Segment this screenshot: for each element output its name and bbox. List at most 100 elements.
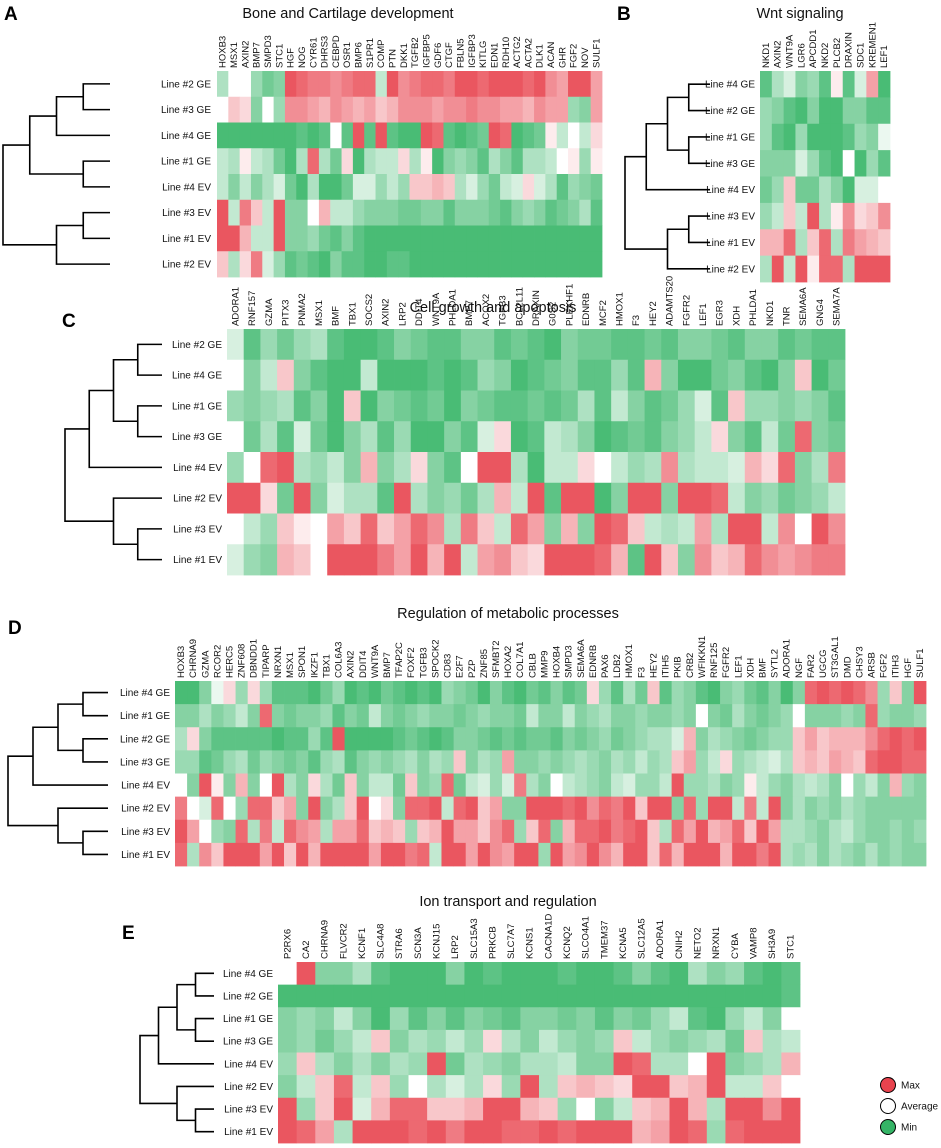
heatmap-cell [445,1120,465,1144]
heatmap-cell [410,359,428,391]
heatmap-cell [483,1029,503,1053]
heatmap-cell [175,819,188,844]
heatmap-cell [807,202,820,230]
heatmap-cell [360,329,378,361]
heatmap-cell [545,122,558,149]
heatmap-cell [792,842,806,867]
heatmap-cell [444,482,462,514]
heatmap-cell [488,122,501,149]
heatmap-cell [627,452,645,484]
heatmap-cell [454,251,467,278]
heatmap-cell [247,773,261,798]
heatmap-cell [744,421,762,453]
heatmap-cell [778,421,796,453]
heatmap-cell [780,750,794,774]
heatmap-cell [534,96,546,123]
heatmap-cell [464,1097,484,1121]
heatmap-cell [632,1029,652,1053]
heatmap-cell [187,773,200,798]
heatmap-cell [568,96,580,123]
gene-label: CRB2 [685,653,696,678]
heatmap-cell [647,796,660,821]
heatmap-cell [659,819,673,844]
heatmap-cell [344,796,358,821]
row-label: Line #1 EV [224,1127,273,1138]
heatmap-cell [429,704,442,728]
heatmap-cell [187,750,200,774]
heatmap-cell [556,148,569,175]
gene-label: SPOCK2 [430,639,441,678]
heatmap-cell [360,359,378,391]
heatmap-cell [744,750,757,774]
heatmap-cell [389,1052,409,1076]
heatmap-cell [778,329,796,361]
heatmap-cell [828,452,846,484]
heatmap-cell [794,452,812,484]
heatmap-cell [594,359,612,391]
heatmap-cell [502,819,515,844]
gene-label: CHRNA9 [320,920,331,959]
heatmap-cell [344,704,358,728]
heatmap-cell [520,1120,540,1144]
heatmap-cell [647,681,660,705]
heatmap-cell [273,199,286,226]
heatmap-cell [816,681,830,705]
heatmap-cell [557,1007,577,1031]
heatmap-cell [811,544,829,576]
heatmap-cell [223,750,236,774]
gene-labels: HOXB3 CHRNA9 GZMA RCOR2 HERC5 ZNF608 DBNDD1 TIP… [176,636,926,678]
heatmap-cell [315,1029,335,1053]
heatmap-cell [333,1120,353,1144]
heatmap-cell [398,251,410,278]
heatmap-cell [217,174,229,201]
heatmap-cell [443,96,456,123]
dendrogram-branch [136,405,162,438]
heatmap-cell [420,174,433,201]
gene-label: SFMBT2 [491,641,502,678]
heatmap-cell [235,750,249,774]
heatmap-cell [728,359,746,391]
heatmap-cell [477,796,491,821]
heatmap-cell [296,681,309,705]
heatmap-cell [795,123,808,151]
heatmap-cell [877,819,891,844]
heatmap-cell [464,962,484,986]
heatmap-cell [405,681,418,705]
panel-title: Regulation of metabolic processes [397,606,619,622]
heatmap-cell [333,1097,353,1121]
heatmap-cell [417,773,430,798]
heatmap-cell [725,1052,745,1076]
heatmap-cell [477,174,490,201]
panel-title: Ion transport and regulation [419,894,596,910]
gene-labels: HOXB3 MSX1 AXIN2 BMP7 SMPD3 STC1 HGF NOG CYR61 DH… [218,34,603,68]
heatmap-cell [853,750,866,774]
heatmap-cell [409,199,422,226]
heatmap-cell [594,421,612,453]
gene-label: MSX1 [229,42,240,68]
heatmap-cell [488,174,501,201]
heatmap-cell [830,176,844,204]
heatmap-cell [393,819,406,844]
heatmap-cell [877,727,891,751]
heatmap-cell [307,96,320,123]
row-label: Line #2 GE [223,991,273,1002]
heatmap-cell [408,1007,428,1031]
gene-label: SLCO4A1 [581,916,592,959]
heatmap-cell [829,773,842,798]
heatmap-cell [483,1120,503,1144]
heatmap-cell [744,1075,764,1099]
heatmap-cell [356,750,370,774]
heatmap-cell [694,359,712,391]
heatmap-cell [271,727,285,751]
gene-label: WNT9A [370,644,381,678]
heatmap-cell [550,773,564,798]
heatmap-cell [341,225,354,252]
heatmap-cell [878,97,891,125]
heatmap-cell [842,71,855,98]
heatmap-cell [364,174,376,201]
heatmap-cell [445,962,465,986]
heatmap-cell [429,842,442,867]
heatmap-cell [725,1097,745,1121]
